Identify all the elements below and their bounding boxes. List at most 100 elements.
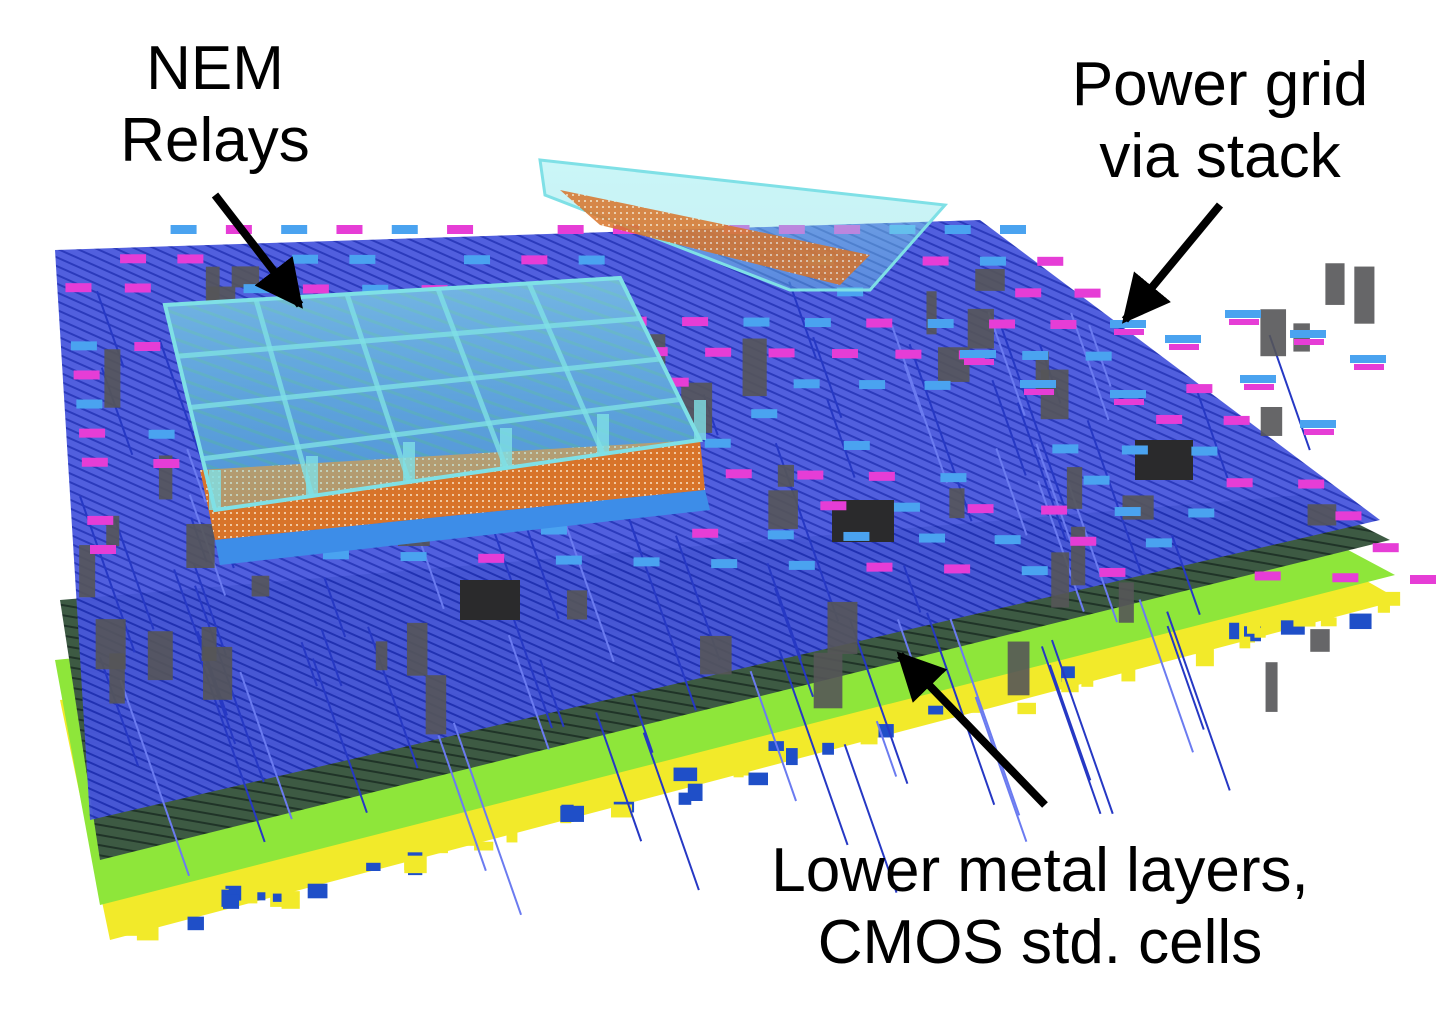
power-via-pad xyxy=(1223,415,1250,425)
power-via-pad xyxy=(919,533,946,543)
via-tower xyxy=(1066,467,1083,509)
power-via-pad xyxy=(1165,335,1201,343)
power-via-pad xyxy=(1121,445,1148,455)
via-tower xyxy=(1307,504,1337,526)
power-via-pad xyxy=(65,283,92,293)
lower-metal-label-line-2: CMOS std. cells xyxy=(817,908,1263,977)
via-tower xyxy=(186,523,215,568)
power-via-pad xyxy=(362,284,389,294)
power-via-pad xyxy=(1226,478,1253,488)
cell-block xyxy=(1247,623,1261,634)
cell-block xyxy=(733,763,744,778)
via-tower xyxy=(742,338,767,397)
metal-wire xyxy=(1016,402,1067,542)
via-tower xyxy=(768,490,798,529)
power-via-pad xyxy=(1298,479,1325,489)
power-via-pad xyxy=(1041,505,1068,515)
via-tower xyxy=(700,635,732,675)
power-via-pad xyxy=(711,559,738,569)
metal-wire xyxy=(987,311,1026,416)
via-tower xyxy=(1118,582,1134,623)
power-via-pad xyxy=(1335,511,1362,521)
power-via-pad xyxy=(1354,364,1384,370)
metal-wire xyxy=(875,720,898,777)
power-via-pad xyxy=(922,256,949,266)
metal-wire xyxy=(995,448,1028,536)
relay-cell-border xyxy=(189,356,661,410)
metal-wire xyxy=(949,618,1021,816)
power-via-pad xyxy=(1350,355,1386,363)
power-via-pad xyxy=(170,225,197,234)
power-via-pad xyxy=(1037,256,1064,266)
metal-wire xyxy=(437,735,487,872)
power-via-pad xyxy=(1186,384,1213,394)
power-via-pad xyxy=(662,377,689,387)
metal-wire xyxy=(507,634,550,750)
power-via-pad xyxy=(243,284,270,294)
power-via-pad xyxy=(134,342,161,352)
metal-wire xyxy=(323,577,347,638)
metal-wire xyxy=(631,695,654,754)
cell-block xyxy=(1017,702,1036,715)
metal-wire xyxy=(119,679,190,877)
nem-relays-arrow xyxy=(211,192,304,309)
power-via-pad xyxy=(302,284,329,294)
power-via-pad xyxy=(1050,319,1077,329)
metal-wire xyxy=(1166,611,1231,791)
nem-relays-label-line-2: Relays xyxy=(120,106,310,175)
power-via-pad xyxy=(540,525,567,535)
cell-block xyxy=(136,923,159,941)
power-via-pad xyxy=(1188,508,1215,518)
power-via-pad xyxy=(940,473,967,483)
power-via-pad xyxy=(924,380,951,390)
metal-wire xyxy=(642,732,700,891)
power-via-pad xyxy=(349,254,376,264)
power-via-pad xyxy=(1020,380,1056,388)
metal-wire xyxy=(113,518,155,630)
cell-block xyxy=(505,817,523,831)
power-via-pad xyxy=(1074,288,1101,298)
cell-block xyxy=(1349,613,1372,630)
cell-block xyxy=(786,748,798,766)
power-via-pad xyxy=(1015,288,1042,298)
power-via-pad xyxy=(1099,567,1126,577)
metal-wire xyxy=(452,722,523,916)
power-via-pad xyxy=(1000,225,1026,234)
power-via-pad xyxy=(633,557,660,567)
metal-wire xyxy=(563,520,615,663)
metal-wire xyxy=(1040,646,1102,815)
power-via-pad xyxy=(1022,350,1049,360)
via-tower xyxy=(1007,641,1030,696)
cell-block xyxy=(1229,622,1240,640)
power-via-pad xyxy=(989,319,1016,329)
cell-block xyxy=(1320,617,1337,627)
via-tower xyxy=(79,545,96,598)
cell-block xyxy=(1239,636,1251,649)
metal-wire xyxy=(998,319,1069,516)
power-via-pad xyxy=(768,348,795,358)
metal-wire xyxy=(788,281,817,359)
cell-block xyxy=(822,742,834,755)
metal-wire xyxy=(186,448,207,503)
power-via-pad xyxy=(705,347,732,357)
metal-wire xyxy=(1051,639,1114,815)
via-tower xyxy=(425,675,447,735)
via-tower xyxy=(1265,662,1278,712)
relay-cell-border xyxy=(177,316,641,359)
metal-wire xyxy=(1195,389,1229,479)
cell-block xyxy=(506,828,518,843)
power-via-pad xyxy=(124,283,151,293)
power-via-pad xyxy=(788,560,815,570)
nem-relay-array-back xyxy=(538,158,949,292)
cell-block xyxy=(1121,667,1136,682)
via-tower xyxy=(1260,406,1283,436)
power-via-pad xyxy=(1244,384,1274,390)
power-via-pad xyxy=(751,409,778,419)
power-via-pad xyxy=(1169,344,1199,350)
nem-relays-label: NEM Relays xyxy=(100,33,330,177)
via-tower xyxy=(777,464,794,487)
power-via-pad xyxy=(843,531,870,541)
metal-wire xyxy=(1035,443,1074,547)
via-tower xyxy=(104,349,121,408)
